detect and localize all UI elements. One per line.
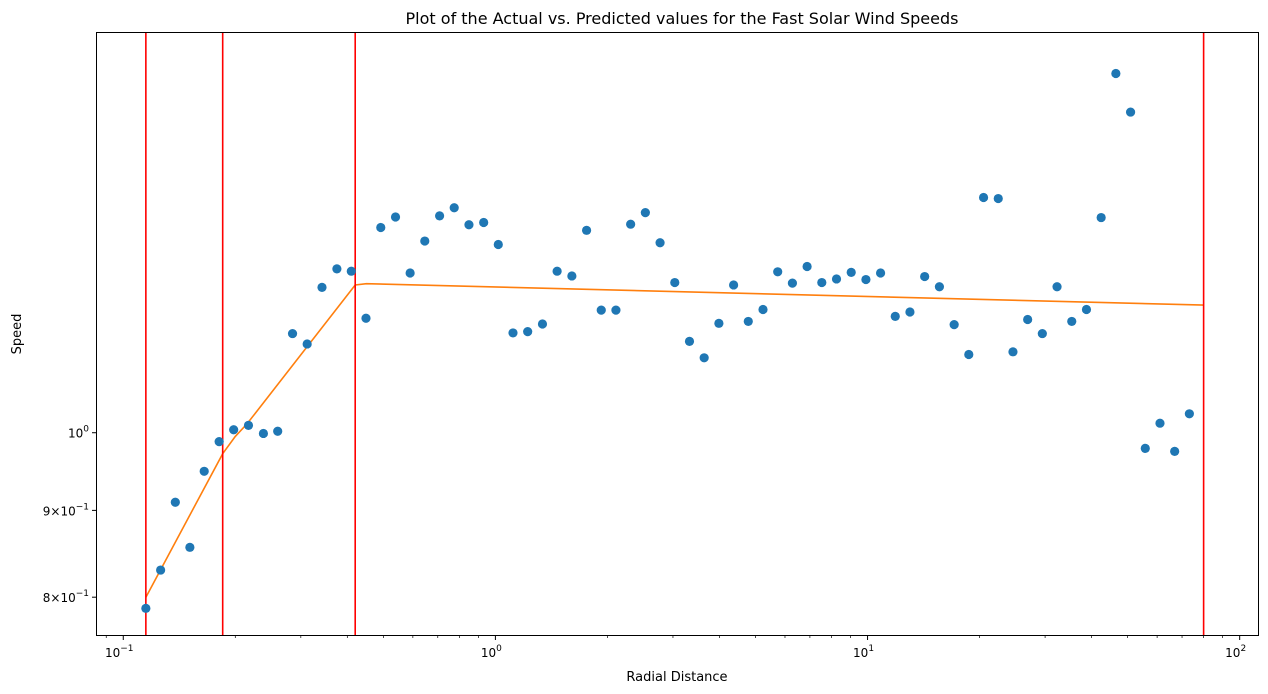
data-point <box>802 261 812 272</box>
data-point <box>699 353 709 363</box>
data-point <box>817 277 827 288</box>
data-point <box>1052 282 1062 292</box>
data-point <box>523 327 533 337</box>
y-tick-label: 100 <box>68 425 89 441</box>
data-point <box>1140 443 1150 453</box>
data-point <box>743 316 753 327</box>
plot-frame <box>96 32 1259 636</box>
data-point <box>229 425 239 435</box>
data-point <box>346 266 356 276</box>
data-point <box>1155 418 1165 428</box>
data-point <box>640 208 650 218</box>
y-tick-label: 8×10−1 <box>43 589 89 605</box>
x-tick-label: 100 <box>481 644 502 660</box>
x-tick-label: 10−1 <box>105 644 134 660</box>
y-axis-label: Speed <box>10 314 25 355</box>
x-tick-label: 101 <box>853 644 874 660</box>
data-point <box>729 280 739 290</box>
data-point <box>405 268 415 278</box>
data-point <box>611 305 621 315</box>
x-axis-label: Radial Distance <box>626 670 727 685</box>
x-axis: 10−1 100 101 102 <box>105 635 1246 660</box>
data-point <box>920 271 930 282</box>
data-point <box>670 277 680 288</box>
data-point <box>773 267 783 277</box>
data-point <box>1081 304 1092 315</box>
data-point <box>596 305 606 315</box>
data-point <box>1096 212 1106 223</box>
data-point <box>993 193 1003 204</box>
data-point <box>508 328 518 338</box>
data-point <box>1111 68 1121 79</box>
data-point <box>537 319 548 329</box>
data-point <box>434 211 445 221</box>
y-axis: 8×10−1 9×10−1 100 <box>43 425 97 605</box>
data-point <box>949 320 959 330</box>
data-point <box>655 238 665 248</box>
data-point <box>287 328 298 339</box>
data-point <box>273 426 283 436</box>
data-point <box>861 274 871 285</box>
data-point <box>567 271 577 281</box>
data-point <box>1023 314 1033 325</box>
data-point <box>420 236 430 246</box>
data-point <box>1037 328 1047 339</box>
data-point <box>552 266 562 276</box>
data-point <box>464 220 474 230</box>
data-point <box>758 304 768 315</box>
data-point <box>258 428 269 439</box>
data-point <box>1125 107 1136 117</box>
data-point <box>449 203 459 213</box>
data-point <box>302 339 312 349</box>
data-point <box>581 225 592 235</box>
x-tick-label: 102 <box>1225 644 1246 660</box>
data-point <box>376 222 386 233</box>
data-point <box>361 313 371 323</box>
data-point <box>1170 446 1180 456</box>
data-point <box>684 336 695 346</box>
data-point <box>1067 316 1077 327</box>
data-point <box>964 349 974 360</box>
y-tick-label: 9×10−1 <box>43 502 89 518</box>
data-point <box>479 217 489 228</box>
chart-marks <box>141 33 1205 635</box>
data-point <box>626 219 636 229</box>
data-point <box>185 542 195 552</box>
data-point <box>390 212 401 222</box>
data-point <box>493 239 503 250</box>
data-point <box>243 420 254 430</box>
data-point <box>141 603 151 613</box>
data-point <box>846 267 856 277</box>
data-point <box>978 192 989 203</box>
data-point <box>714 318 724 328</box>
data-point <box>156 565 166 575</box>
data-point <box>890 311 900 321</box>
data-point <box>934 282 945 292</box>
data-point <box>170 497 180 507</box>
data-point <box>787 278 798 288</box>
data-point <box>332 264 342 274</box>
data-point <box>831 274 842 284</box>
data-point <box>1008 347 1018 357</box>
data-point <box>199 466 209 476</box>
data-point <box>905 307 915 317</box>
data-point <box>875 268 886 278</box>
data-point <box>1184 409 1194 419</box>
chart-title: Plot of the Actual vs. Predicted values … <box>406 9 959 28</box>
data-point <box>317 282 327 292</box>
data-point <box>214 437 224 447</box>
